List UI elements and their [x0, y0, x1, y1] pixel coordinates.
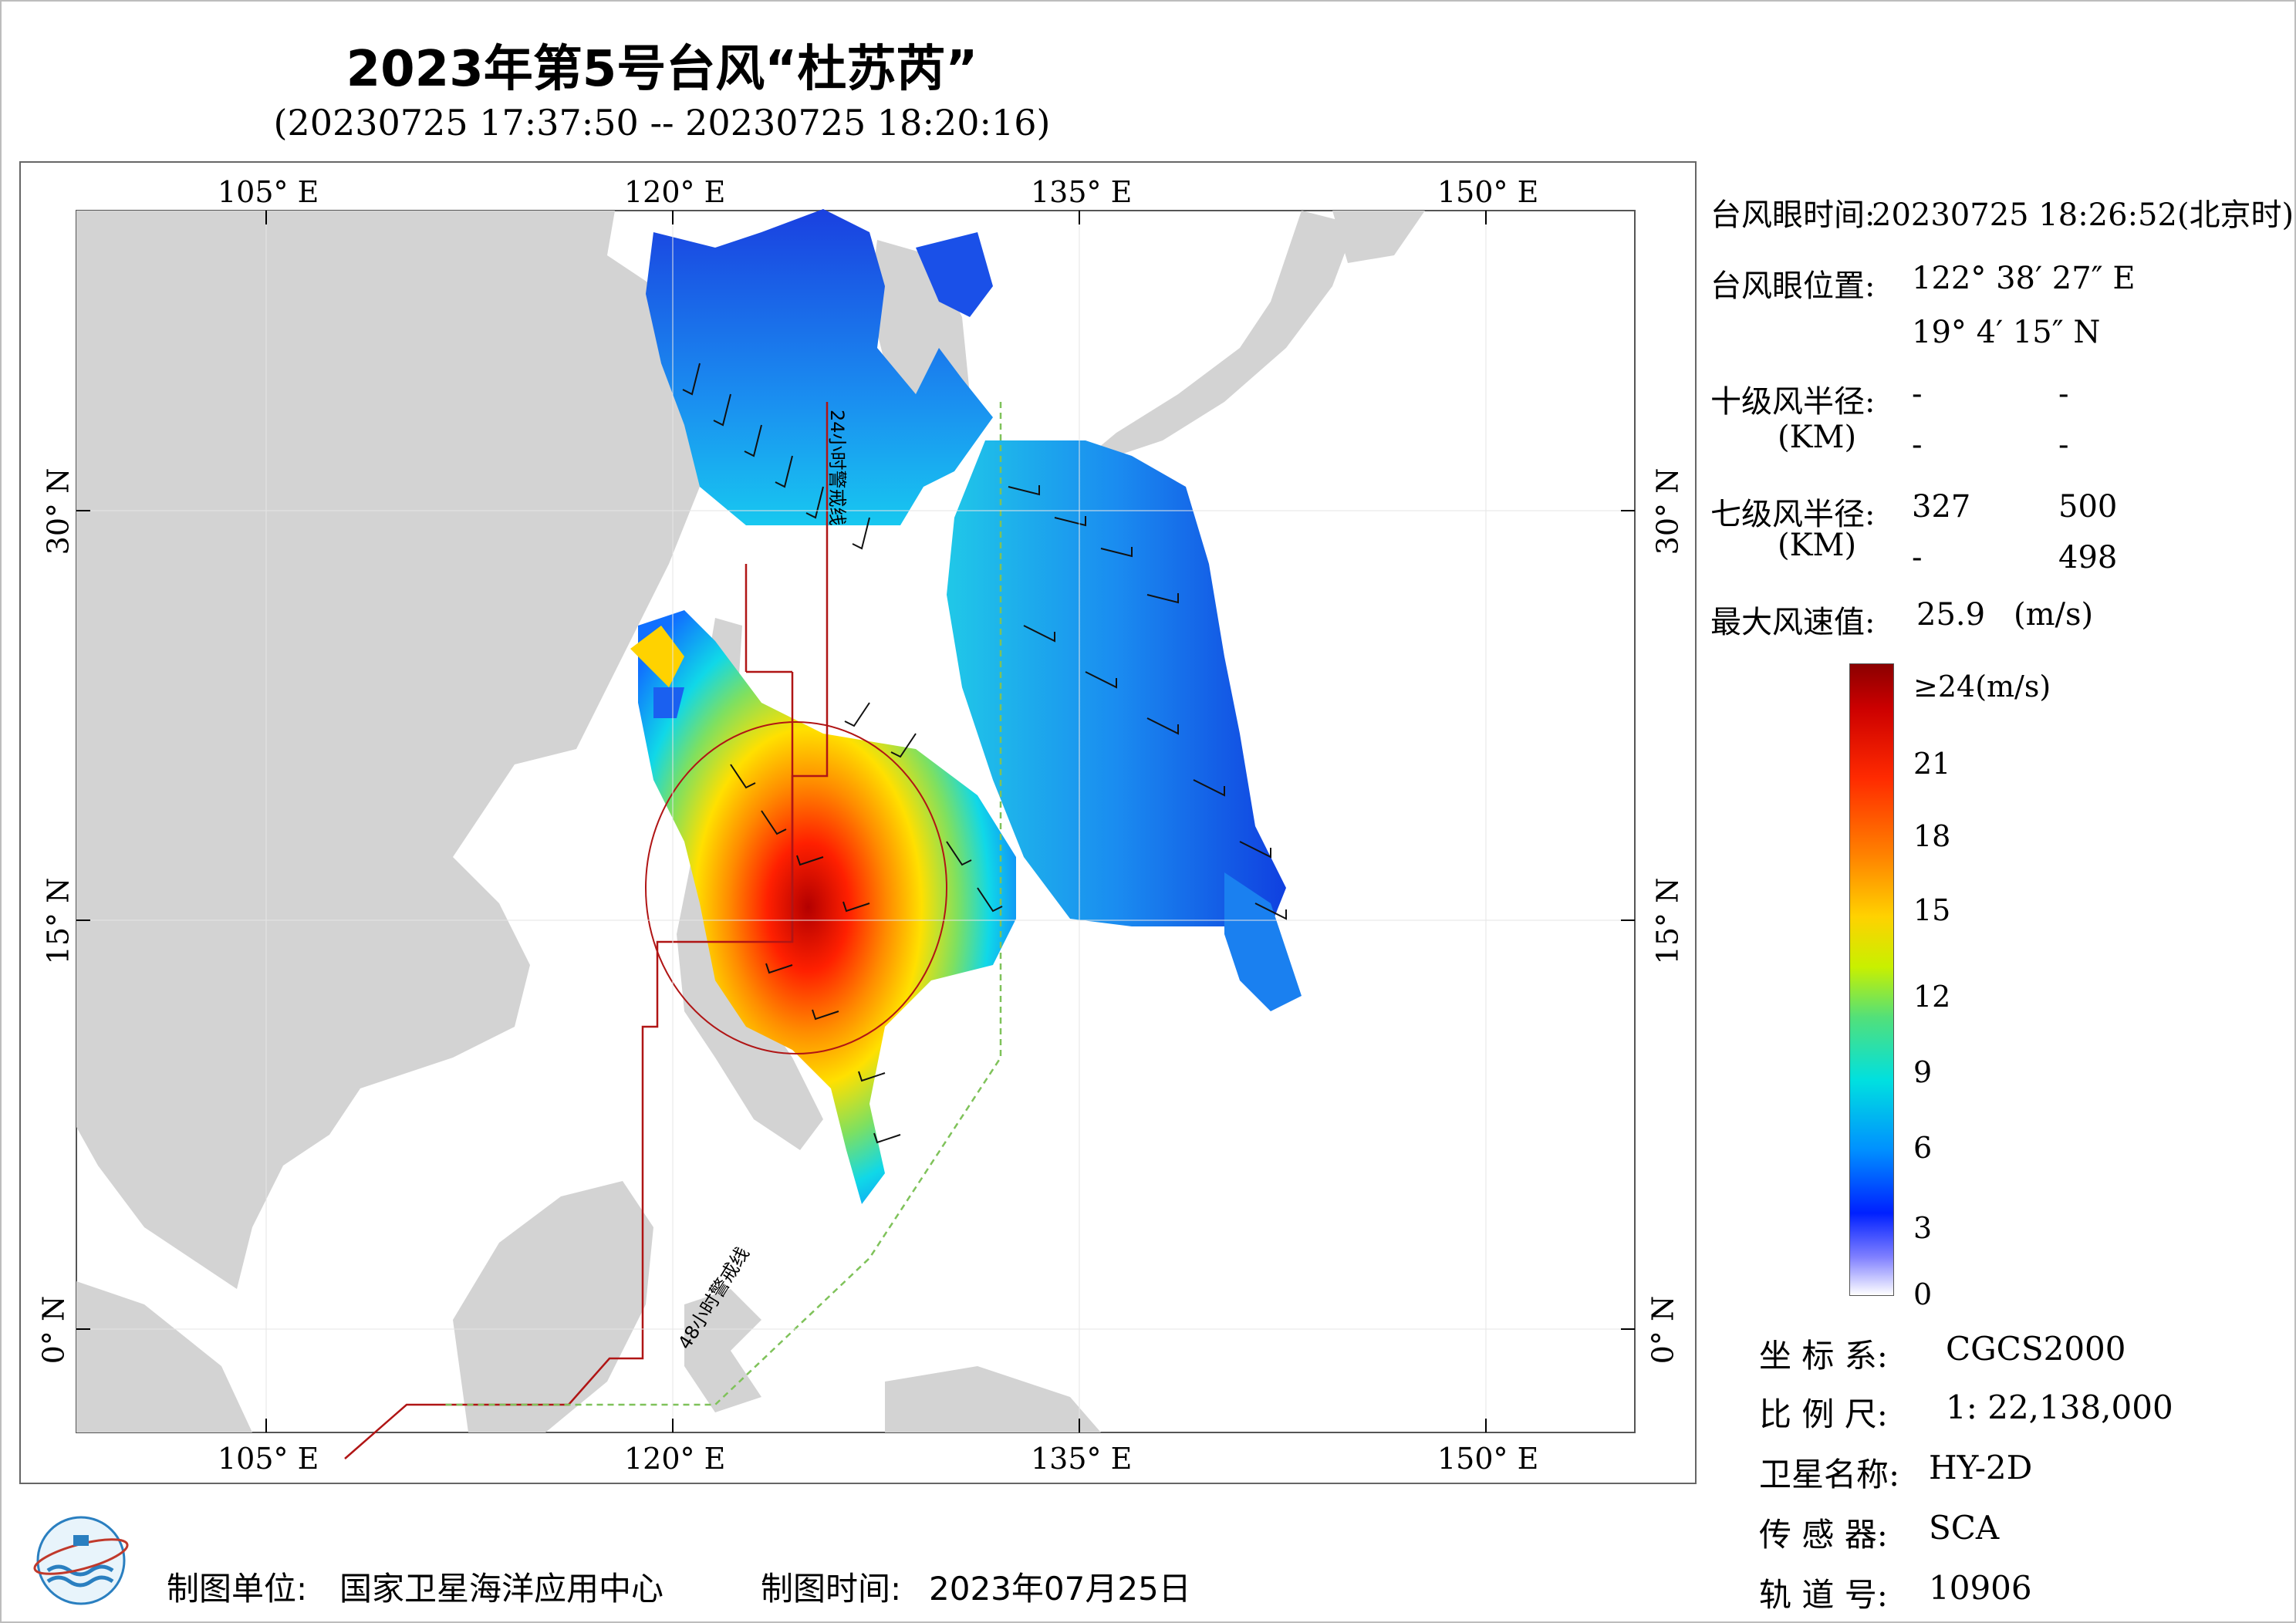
colorbar-tick-18: 18 [1913, 819, 1951, 853]
orbit-label: 轨 道 号: [1759, 1576, 1888, 1614]
orbit-value: 10906 [1929, 1569, 2032, 1607]
lon-top-120: 120° E [624, 175, 726, 209]
lat-left-15: 15° N [41, 877, 76, 965]
map-panel[interactable]: 24小时警戒线 48小时警戒线 105° E 120° E 135° E 150… [19, 161, 1697, 1484]
max-wind-unit: (m/s) [2014, 597, 2094, 633]
r7-unit: (KM) [1778, 528, 1857, 563]
colorbar-tick-21: 21 [1913, 747, 1951, 781]
crs-label: 坐 标 系: [1759, 1337, 1888, 1375]
lon-bottom-150: 150° E [1437, 1442, 1539, 1476]
lon-bottom-135: 135° E [1031, 1442, 1133, 1476]
lat-left-30: 30° N [41, 467, 76, 555]
eye-pos-label: 台风眼位置: [1710, 268, 1876, 304]
sensor-value: SCA [1929, 1509, 2000, 1547]
r10-unit: (KM) [1778, 420, 1857, 455]
r7-label: 七级风半径: [1710, 497, 1876, 532]
max-wind-value: 25.9 [1916, 597, 1986, 633]
r10-nw: - [1912, 427, 1923, 463]
colorbar-top-label: ≥24(m/s) [1913, 670, 2051, 704]
time-range: (20230725 17:37:50 -- 20230725 18:20:16) [273, 102, 1051, 143]
lon-top-105: 105° E [218, 175, 319, 209]
eye-lat: 19° 4′ 15″ N [1912, 315, 2101, 350]
gridlines [76, 211, 1635, 1432]
warning-line-24h [344, 402, 829, 1459]
r7-se: 500 [2058, 489, 2118, 525]
lon-bottom-105: 105° E [218, 1442, 319, 1476]
satellite-label: 卫星名称: [1759, 1456, 1900, 1493]
wind-speed-field [630, 209, 1302, 1204]
lat-right-30: 30° N [1650, 467, 1685, 555]
r7-ne: 327 [1912, 489, 1971, 525]
colorbar-tick-15: 15 [1913, 893, 1951, 927]
lon-top-150: 150° E [1437, 175, 1539, 209]
r10-label: 十级风半径: [1710, 384, 1876, 420]
lat-left-0: 0° N [36, 1295, 71, 1365]
colorbar-tick-9: 9 [1913, 1055, 1933, 1089]
r10-se: - [2058, 376, 2069, 412]
max-wind-label: 最大风速值: [1710, 605, 1876, 640]
eye-time-label: 台风眼时间: [1710, 197, 1876, 233]
r10-sw: - [2058, 427, 2069, 463]
lat-right-0: 0° N [1646, 1295, 1680, 1365]
satellite-value: HY-2D [1929, 1449, 2033, 1486]
colorbar-tick-6: 6 [1913, 1131, 1933, 1165]
colorbar-tick-12: 12 [1913, 980, 1951, 1014]
map-title: 2023年第5号台风“杜苏芮” [346, 41, 978, 98]
scale-label: 比 例 尺: [1759, 1395, 1888, 1433]
warning-line-48h [445, 402, 1002, 1406]
r7-sw: 498 [2058, 540, 2118, 575]
wind-radius-circle [645, 721, 947, 1054]
scale-value: 1: 22,138,000 [1946, 1388, 2173, 1426]
wind-speed-colorbar [1849, 663, 1894, 1296]
nsoas-logo-icon [33, 1516, 129, 1605]
eye-lon: 122° 38′ 27″ E [1912, 261, 2136, 296]
wind-field-map[interactable]: 24小时警戒线 48小时警戒线 [21, 163, 1695, 1483]
sensor-label: 传 感 器: [1759, 1516, 1888, 1554]
label-24h: 24小时警戒线 [826, 410, 848, 526]
r7-nw: - [1912, 540, 1923, 575]
eye-time-value: 20230725 18:26:52(北京时) [1872, 197, 2294, 233]
date-label: 制图时间: [761, 1570, 902, 1608]
wind-barbs [682, 363, 1287, 1144]
colorbar-tick-0: 0 [1913, 1277, 1933, 1311]
lat-right-15: 15° N [1650, 877, 1685, 965]
lon-top-135: 135° E [1031, 175, 1133, 209]
crs-value: CGCS2000 [1946, 1330, 2126, 1368]
r10-ne: - [1912, 376, 1923, 412]
tick-marks [76, 211, 1635, 1432]
producer-value: 国家卫星海洋应用中心 [339, 1570, 664, 1608]
producer-label: 制图单位: [167, 1570, 308, 1608]
lon-bottom-120: 120° E [624, 1442, 726, 1476]
colorbar-tick-3: 3 [1913, 1211, 1933, 1245]
date-value: 2023年07月25日 [929, 1570, 1191, 1608]
